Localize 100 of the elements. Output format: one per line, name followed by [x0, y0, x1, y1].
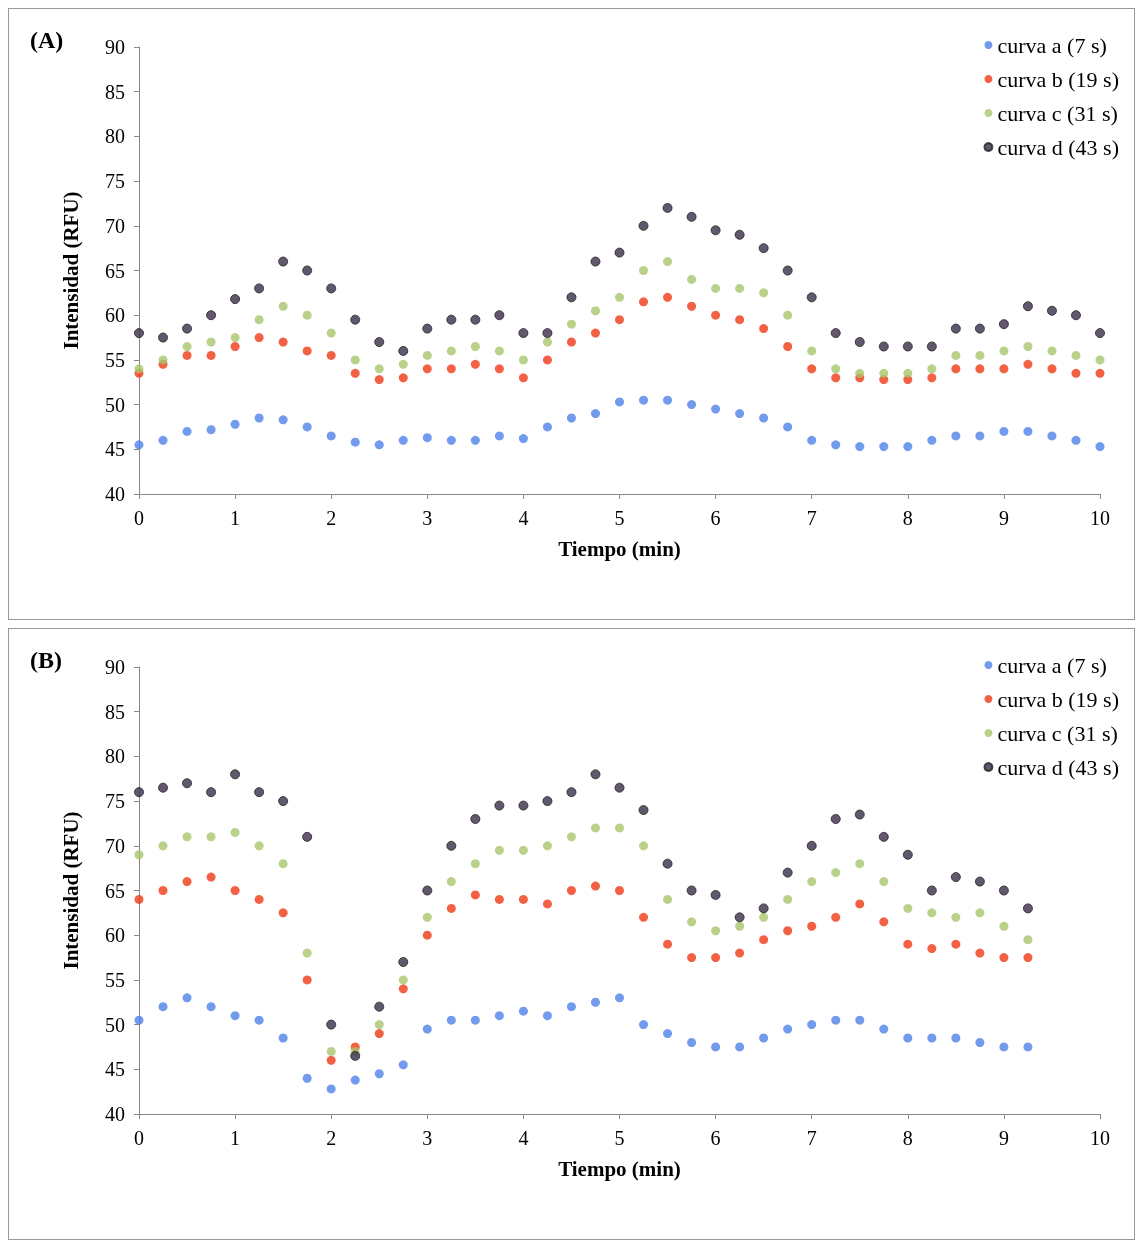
point — [903, 442, 913, 452]
point — [350, 368, 360, 378]
point — [518, 434, 528, 444]
point — [687, 301, 697, 311]
y-tick-label: 50 — [105, 1013, 125, 1036]
point — [663, 292, 673, 302]
point — [902, 341, 913, 352]
point — [230, 341, 240, 351]
point — [999, 921, 1009, 931]
point — [422, 1024, 432, 1034]
point — [494, 364, 504, 374]
y-tick-label: 60 — [105, 304, 125, 327]
point — [470, 341, 480, 351]
point — [422, 885, 433, 896]
point — [422, 350, 432, 360]
y-tick-label: 55 — [105, 348, 125, 371]
point — [446, 877, 456, 887]
point — [735, 1042, 745, 1052]
point — [831, 364, 841, 374]
point — [926, 341, 937, 352]
point — [542, 796, 553, 807]
point — [326, 328, 336, 338]
point — [518, 894, 528, 904]
point — [158, 841, 168, 851]
point — [446, 840, 457, 851]
point — [686, 885, 697, 896]
y-tick-label: 45 — [105, 438, 125, 461]
point — [302, 346, 312, 356]
point — [470, 813, 481, 824]
point — [710, 889, 721, 900]
x-tick-label: 9 — [998, 507, 1009, 529]
point — [302, 831, 313, 842]
point — [158, 1002, 168, 1012]
point — [735, 948, 745, 958]
point — [663, 1029, 673, 1039]
point — [206, 350, 216, 360]
point — [230, 294, 241, 305]
legend-label: curva a (7 s) — [997, 652, 1107, 678]
point — [422, 323, 433, 334]
point — [830, 813, 841, 824]
point — [782, 265, 793, 276]
point — [446, 1015, 456, 1025]
point — [998, 319, 1009, 330]
y-tick-label: 75 — [105, 170, 125, 193]
point — [374, 1029, 384, 1039]
x-tick-label: 4 — [518, 1127, 529, 1149]
point — [902, 849, 913, 860]
point — [926, 885, 937, 896]
point — [566, 787, 577, 798]
point — [903, 939, 913, 949]
point — [398, 435, 408, 445]
point — [590, 328, 600, 338]
point — [518, 800, 529, 811]
point — [639, 297, 649, 307]
point — [999, 953, 1009, 963]
point — [494, 431, 504, 441]
x-tick-label: 3 — [422, 1127, 433, 1149]
x-tick-label: 0 — [134, 507, 144, 529]
point — [830, 328, 841, 339]
point — [398, 359, 408, 369]
point — [590, 881, 600, 891]
point — [206, 425, 216, 435]
point — [206, 337, 216, 347]
point — [302, 422, 312, 432]
point — [807, 435, 817, 445]
point — [374, 440, 384, 450]
point — [206, 787, 217, 798]
point — [230, 1011, 240, 1021]
point — [735, 409, 745, 419]
point — [639, 912, 649, 922]
point — [422, 930, 432, 940]
point — [615, 315, 624, 325]
point — [158, 782, 169, 793]
x-tick-label: 10 — [1090, 1127, 1110, 1149]
point — [783, 341, 793, 351]
point — [566, 292, 577, 303]
point — [1095, 355, 1105, 365]
point — [566, 413, 576, 423]
point — [711, 404, 721, 414]
point — [878, 831, 889, 842]
point — [759, 935, 769, 945]
point — [278, 337, 288, 347]
y-tick-label: 90 — [105, 656, 125, 678]
point — [639, 266, 649, 275]
y-axis-title: Intensidad (RFU) — [58, 191, 83, 350]
point — [711, 1042, 721, 1052]
point — [182, 832, 192, 842]
point — [350, 437, 360, 447]
point — [927, 364, 937, 374]
point — [302, 975, 312, 985]
point — [1023, 953, 1033, 963]
point — [998, 885, 1009, 896]
point — [518, 1006, 528, 1016]
point — [446, 903, 456, 913]
point — [374, 364, 384, 374]
point — [975, 350, 985, 360]
x-tick-label: 3 — [422, 507, 433, 529]
point — [831, 440, 841, 450]
point — [518, 328, 529, 339]
point — [158, 435, 168, 445]
